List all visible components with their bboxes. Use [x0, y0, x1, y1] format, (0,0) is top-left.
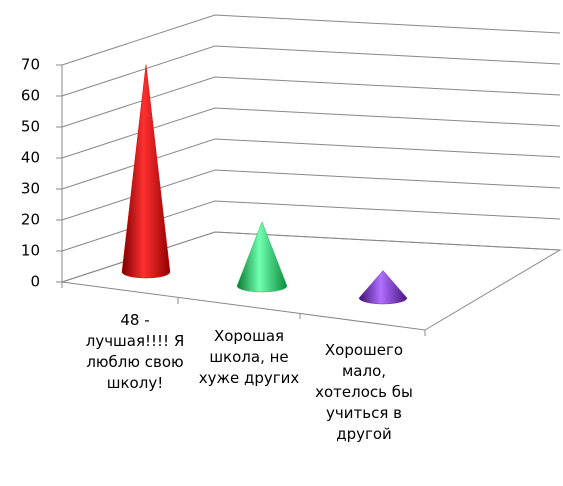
cone-part — [236, 221, 288, 293]
y-tick-label: 70 — [21, 56, 40, 74]
grid-line — [61, 45, 561, 97]
y-tick-label: 10 — [21, 242, 40, 260]
y-tick-label: 30 — [21, 180, 40, 198]
x-tick-label: Хорошая школа, не хуже других — [198, 327, 300, 387]
x-tick-label: Хорошего мало, хотелось бы учиться в дру… — [315, 341, 413, 443]
y-tick-label: 50 — [21, 118, 40, 136]
grid-line — [61, 76, 561, 128]
cone — [358, 270, 408, 305]
cone — [121, 64, 171, 279]
y-tick-label: 0 — [30, 273, 40, 291]
y-tick-label: 40 — [21, 149, 40, 167]
y-tick-label: 60 — [21, 87, 40, 105]
x-tick-label: 48 - лучшая!!!! Я люблю свою школу! — [85, 311, 185, 392]
y-tick-label: 20 — [21, 211, 40, 229]
grid-line — [61, 107, 561, 159]
cone-part — [121, 64, 171, 279]
grid-line — [61, 169, 561, 221]
grid-line — [61, 231, 561, 283]
grid-line — [61, 138, 561, 190]
cone — [236, 221, 288, 293]
grid-line — [61, 14, 561, 66]
grid-line — [61, 200, 561, 252]
cone-part — [358, 270, 408, 305]
